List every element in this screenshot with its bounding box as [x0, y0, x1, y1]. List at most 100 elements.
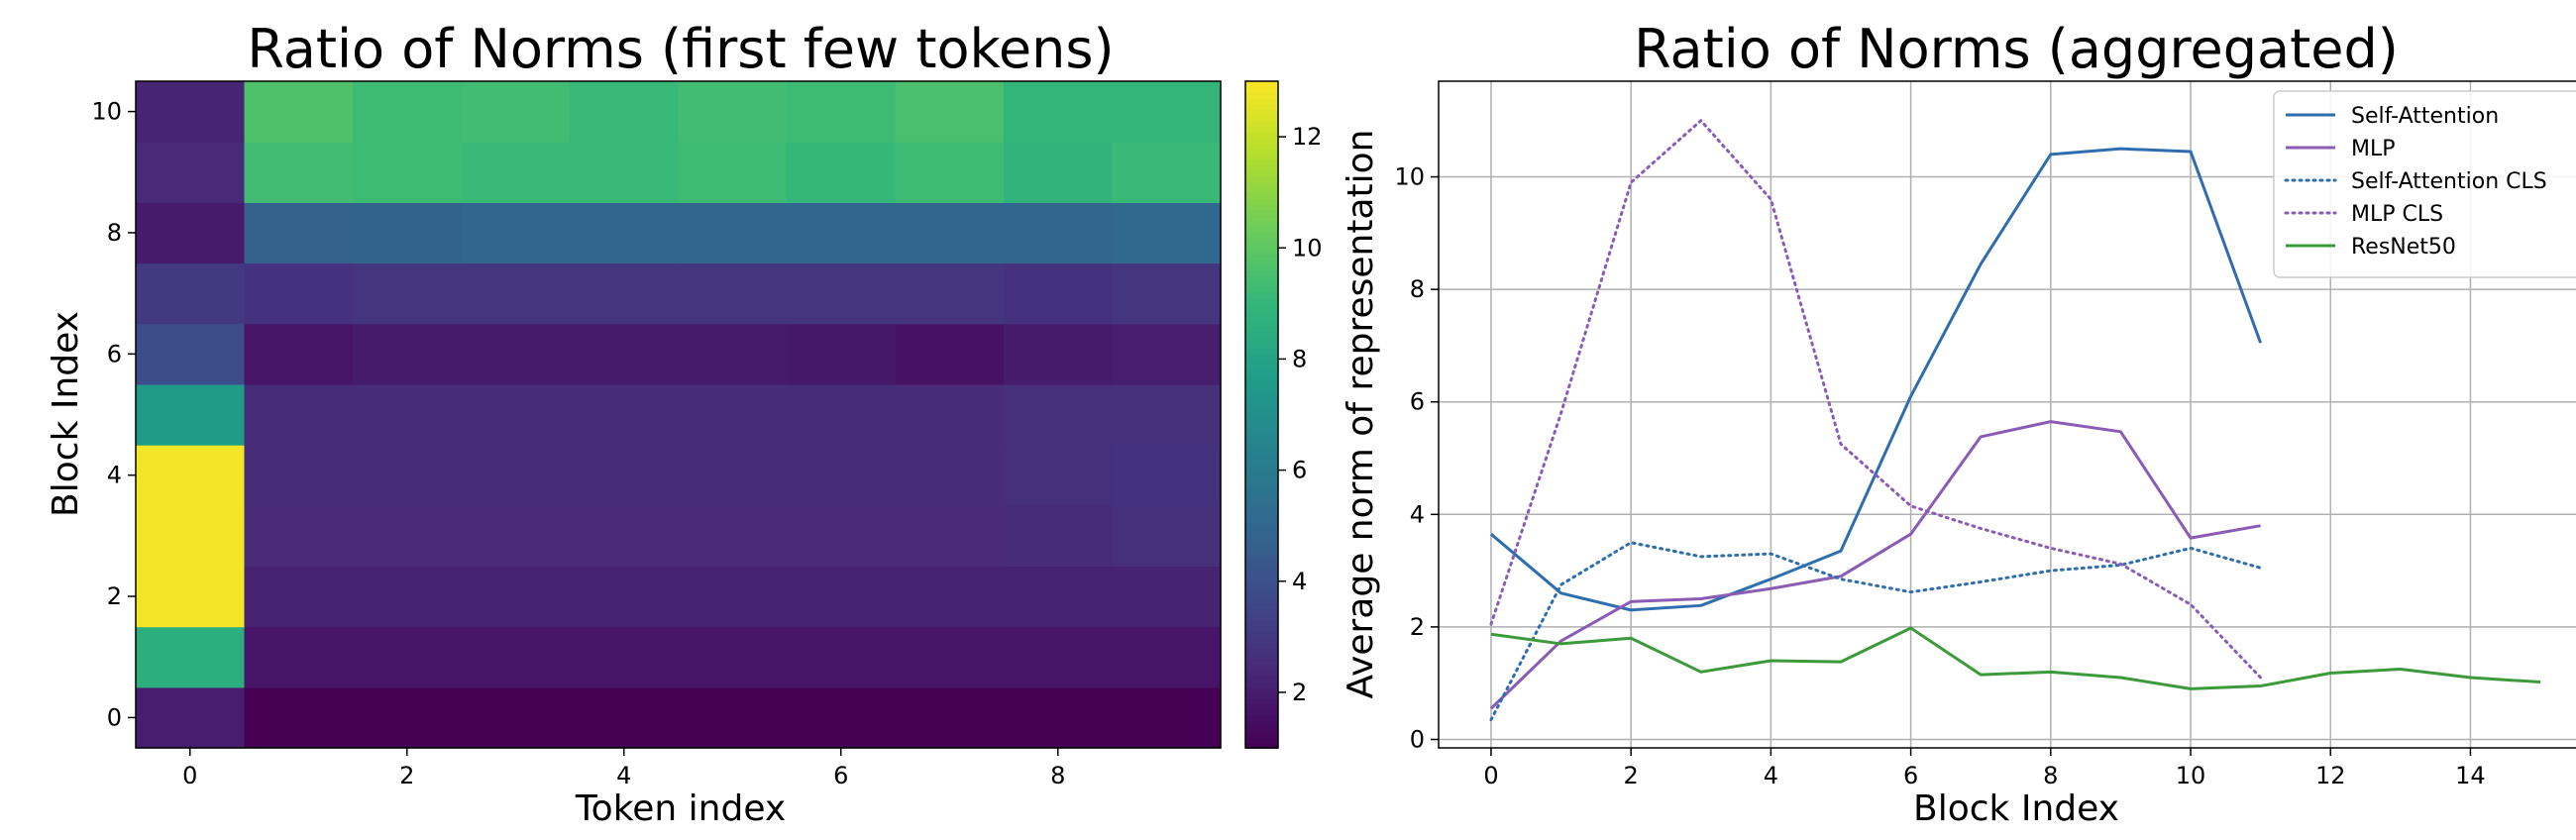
heatmap-cell	[1004, 626, 1114, 688]
x-tick-label: 4	[616, 762, 631, 789]
heatmap-cell	[678, 445, 788, 506]
colorbar-segment	[1245, 453, 1278, 461]
heatmap-cell	[244, 686, 354, 749]
heatmap-cell	[136, 566, 246, 628]
colorbar-segment	[1245, 525, 1278, 533]
heatmap-cell	[895, 262, 1005, 325]
colorbar-segment	[1245, 192, 1278, 199]
colorbar-tick-label: 6	[1292, 457, 1307, 484]
heatmap-cell	[244, 142, 354, 203]
colorbar-segment	[1245, 120, 1278, 127]
series-line	[1489, 541, 2263, 722]
colorbar-segment	[1245, 725, 1278, 732]
colorbar-segment	[1245, 591, 1278, 599]
line-chart-x-ticks: 0 2 4 6 8 10 12 14	[1483, 748, 2486, 789]
heatmap-cell	[1004, 81, 1114, 143]
colorbar-segment	[1245, 380, 1278, 388]
colorbar-segment	[1245, 719, 1278, 727]
heatmap-cell	[461, 505, 571, 568]
heatmap-cell	[895, 323, 1005, 385]
colorbar-segment	[1245, 386, 1278, 393]
colorbar-segment	[1245, 331, 1278, 338]
colorbar-segment	[1245, 625, 1278, 633]
heatmap-cell	[461, 383, 571, 446]
heatmap-cell	[1004, 566, 1114, 628]
heatmap-cell	[136, 323, 246, 385]
heatmap-cell	[787, 81, 897, 143]
line-chart-series	[1489, 119, 2541, 722]
colorbar-segment	[1245, 548, 1278, 555]
heatmap-cell	[895, 686, 1005, 749]
colorbar-segment	[1245, 142, 1278, 150]
heatmap-cell	[461, 81, 571, 143]
colorbar-segment	[1245, 286, 1278, 293]
y-tick-label: 6	[1410, 388, 1425, 416]
colorbar-segment	[1245, 408, 1278, 416]
colorbar-segment	[1245, 336, 1278, 344]
series-line	[1489, 119, 2263, 680]
colorbar-segment	[1245, 448, 1278, 455]
heatmap-cell	[244, 202, 354, 264]
heatmap-cell	[353, 383, 463, 446]
colorbar-segment	[1245, 303, 1278, 310]
heatmap-cell	[570, 445, 680, 506]
x-tick-label: 8	[2043, 762, 2058, 789]
heatmap-cell	[353, 626, 463, 688]
x-tick-label: 2	[399, 762, 414, 789]
heatmap-y-ticks: 0 2 4 6 8 10	[91, 98, 136, 731]
heatmap-cell	[678, 505, 788, 568]
colorbar-segment	[1245, 314, 1278, 321]
heatmap-cell	[678, 202, 788, 264]
legend-label: MLP CLS	[2351, 202, 2443, 227]
heatmap-cell	[678, 262, 788, 325]
colorbar-tick-label: 10	[1292, 234, 1323, 262]
heatmap-cell	[136, 505, 246, 568]
colorbar-segment	[1245, 208, 1278, 216]
heatmap-cell	[787, 202, 897, 264]
heatmap-cell	[136, 445, 246, 506]
colorbar-segment	[1245, 480, 1278, 488]
colorbar-segment	[1245, 670, 1278, 677]
colorbar-segment	[1245, 237, 1278, 244]
colorbar-segment	[1245, 169, 1278, 177]
line-chart-title: Ratio of Norms (aggregated)	[1634, 18, 2399, 80]
colorbar-segment	[1245, 664, 1278, 672]
heatmap-cell	[787, 566, 897, 628]
heatmap-cell	[353, 505, 463, 568]
colorbar-segment	[1245, 264, 1278, 271]
y-tick-label: 4	[107, 462, 122, 489]
x-tick-label: 0	[1483, 762, 1498, 789]
heatmap-cell	[1004, 445, 1114, 506]
colorbar-segment	[1245, 503, 1278, 510]
colorbar-segment	[1245, 486, 1278, 493]
colorbar-segment	[1245, 442, 1278, 449]
heatmap-cell	[570, 202, 680, 264]
heatmap-cell	[353, 81, 463, 143]
heatmap-cell	[787, 445, 897, 506]
heatmap-cell	[1112, 262, 1222, 325]
heatmap-cells	[136, 81, 1222, 749]
colorbar-segment	[1245, 109, 1278, 116]
x-tick-label: 14	[2455, 762, 2486, 789]
heatmap-cell	[678, 383, 788, 446]
colorbar-segment	[1245, 736, 1278, 744]
y-tick-label: 4	[1410, 500, 1425, 528]
colorbar-segment	[1245, 597, 1278, 604]
colorbar-segment	[1245, 608, 1278, 616]
heatmap-cell	[787, 383, 897, 446]
heatmap-cell	[1112, 142, 1222, 203]
y-tick-label: 10	[91, 98, 122, 126]
colorbar-segment	[1245, 403, 1278, 410]
heatmap-cell	[244, 383, 354, 446]
colorbar-segment	[1245, 225, 1278, 233]
colorbar-segment	[1245, 436, 1278, 444]
heatmap-cell	[1004, 505, 1114, 568]
colorbar-segment	[1245, 320, 1278, 327]
heatmap-cell	[461, 202, 571, 264]
colorbar-segment	[1245, 681, 1278, 688]
colorbar-tick-label: 12	[1292, 123, 1323, 151]
colorbar-segment	[1245, 686, 1278, 693]
heatmap-cell	[353, 142, 463, 203]
colorbar-segment	[1245, 125, 1278, 133]
colorbar-segment	[1245, 392, 1278, 399]
